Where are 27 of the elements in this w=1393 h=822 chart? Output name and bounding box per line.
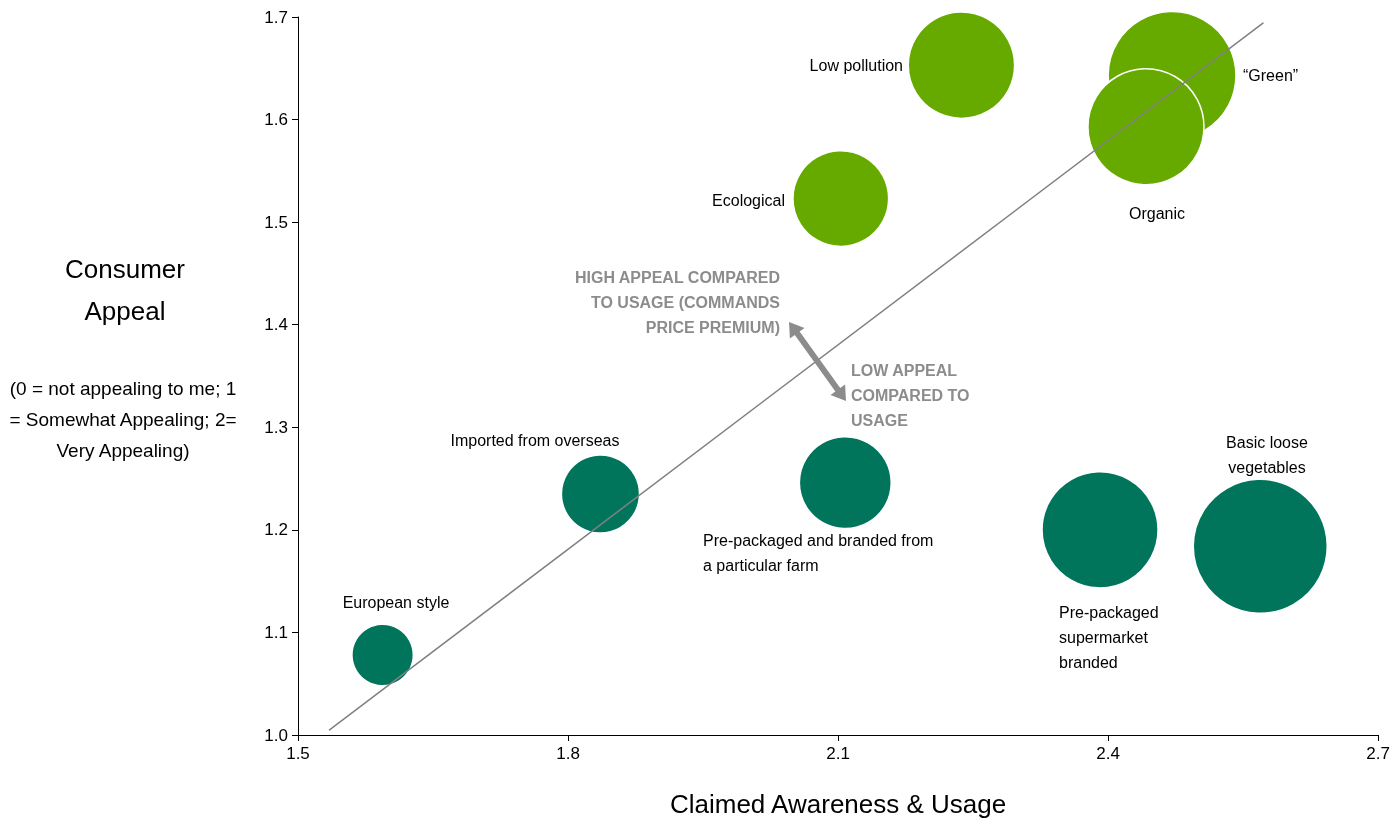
annotation: Low pollution	[808, 56, 903, 76]
annotation: Basic loose vegetables	[1225, 433, 1309, 478]
y-tick-label: 1.1	[264, 622, 288, 642]
annotation: LOW APPEAL COMPARED TO USAGE	[851, 361, 971, 431]
y-tick-label: 1.0	[264, 725, 288, 745]
x-tick-label: 2.1	[826, 744, 850, 763]
y-tick-label: 1.2	[264, 520, 288, 540]
x-tick-label: 2.4	[1096, 744, 1120, 763]
x-tick-label: 1.5	[286, 744, 310, 763]
y-tick-label: 1.4	[264, 315, 288, 335]
annotation: HIGH APPEAL COMPARED TO USAGE (COMMANDS PRICE PREMIUM)	[573, 268, 780, 338]
x-tick-label: 1.8	[556, 744, 580, 763]
text: (0 = not appealing to me; 1 = Somewhat Appealing; 2= Very Appealing)	[8, 377, 238, 463]
x-tick-label: 2.7	[1366, 744, 1390, 763]
y-tick-label: 1.7	[264, 7, 288, 27]
y-tick-label: 1.6	[264, 110, 288, 130]
y-axis-title: Consumer Appeal	[64, 253, 186, 328]
annotation: Organic	[1128, 204, 1186, 224]
annotation: Pre-packaged supermarket branded	[1059, 603, 1160, 673]
annotation: “Green”	[1243, 66, 1300, 86]
x-axis-title: Claimed Awareness & Usage	[669, 789, 1007, 819]
annotation: Pre-packaged and branded from a particular farm	[703, 531, 935, 576]
annotation: Imported from overseas	[449, 431, 621, 451]
annotation: European style	[341, 593, 451, 613]
annotation: Ecological	[711, 191, 785, 211]
y-tick-label: 1.5	[264, 212, 288, 232]
y-tick-label: 1.3	[264, 417, 288, 437]
